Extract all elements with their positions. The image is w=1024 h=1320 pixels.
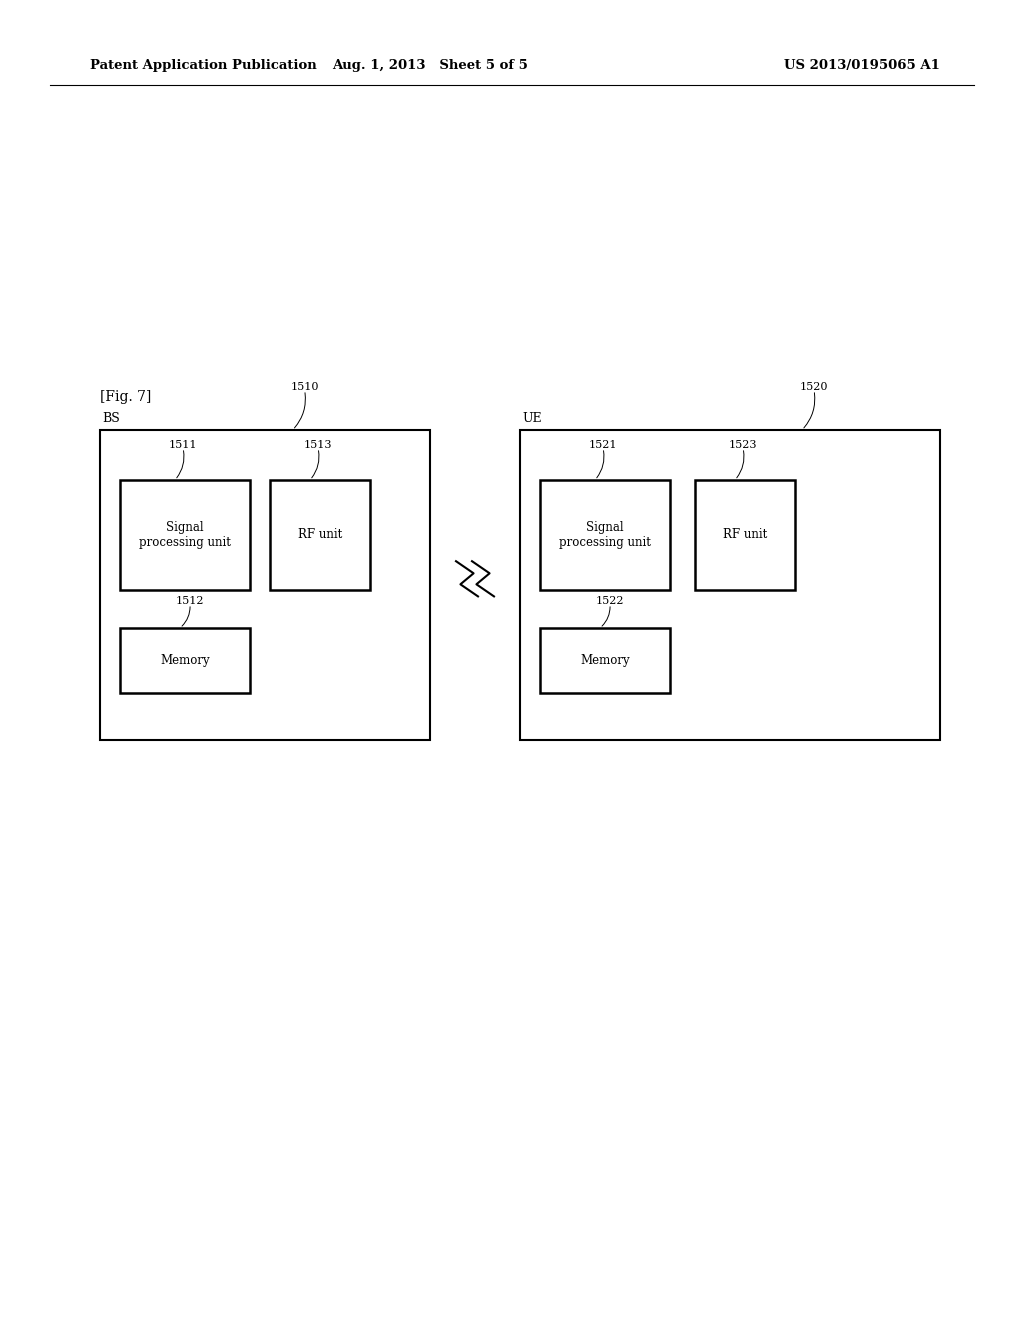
Text: 1510: 1510 xyxy=(291,381,318,392)
Text: UE: UE xyxy=(522,412,542,425)
Text: 1513: 1513 xyxy=(304,440,332,450)
Text: BS: BS xyxy=(102,412,120,425)
Bar xyxy=(695,480,795,590)
Text: RF unit: RF unit xyxy=(723,528,767,541)
Text: 1520: 1520 xyxy=(800,381,828,392)
Bar xyxy=(540,628,670,693)
Text: Memory: Memory xyxy=(160,653,210,667)
Text: Aug. 1, 2013   Sheet 5 of 5: Aug. 1, 2013 Sheet 5 of 5 xyxy=(332,58,528,71)
Bar xyxy=(120,628,250,693)
Bar xyxy=(270,480,370,590)
Text: 1521: 1521 xyxy=(589,440,617,450)
Bar xyxy=(540,480,670,590)
Text: 1522: 1522 xyxy=(596,597,625,606)
Text: [Fig. 7]: [Fig. 7] xyxy=(100,389,152,404)
Text: Memory: Memory xyxy=(581,653,630,667)
Text: RF unit: RF unit xyxy=(298,528,342,541)
Bar xyxy=(100,430,430,741)
Text: Signal
processing unit: Signal processing unit xyxy=(559,521,651,549)
Text: US 2013/0195065 A1: US 2013/0195065 A1 xyxy=(784,58,940,71)
Text: Patent Application Publication: Patent Application Publication xyxy=(90,58,316,71)
Text: 1523: 1523 xyxy=(729,440,758,450)
Text: 1511: 1511 xyxy=(169,440,198,450)
Bar xyxy=(120,480,250,590)
Bar xyxy=(520,430,940,741)
Text: 1512: 1512 xyxy=(176,597,204,606)
Text: Signal
processing unit: Signal processing unit xyxy=(139,521,231,549)
